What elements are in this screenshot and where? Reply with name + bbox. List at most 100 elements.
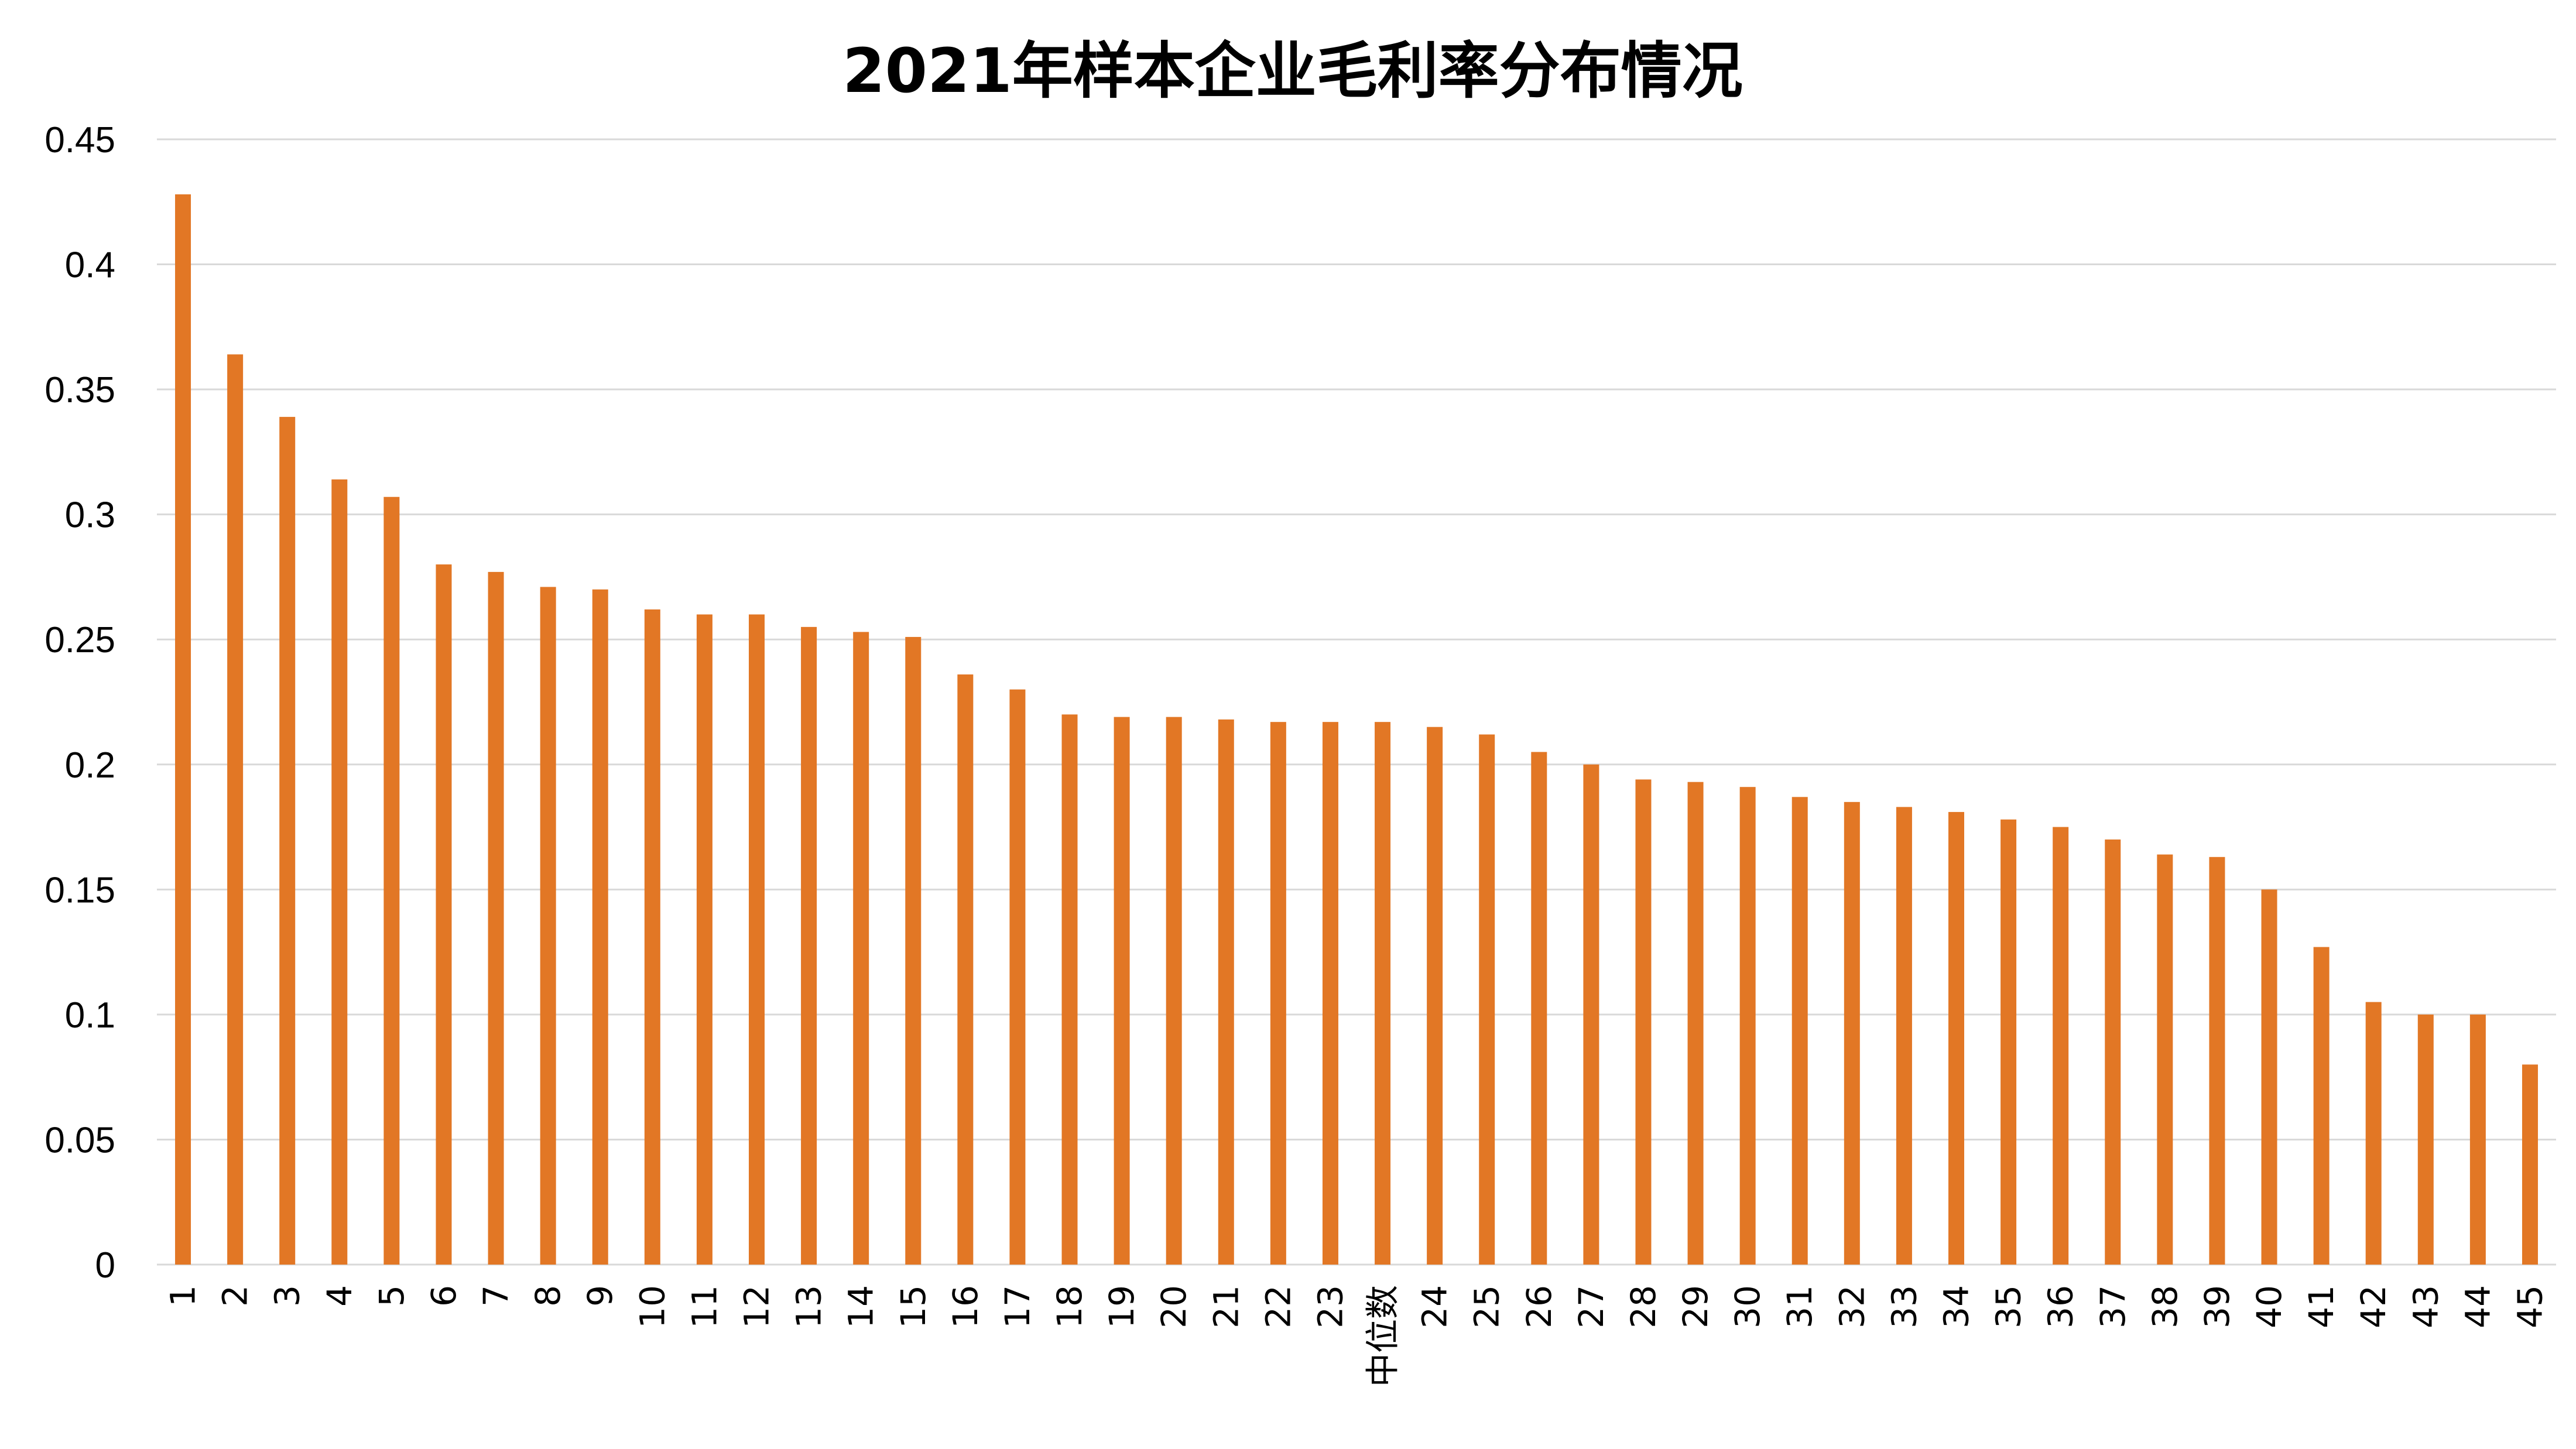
x-tick-label: 10 [632, 1285, 672, 1328]
bar [2000, 819, 2017, 1265]
x-tick-label: 38 [2145, 1285, 2185, 1328]
chart-title: 2021年样本企业毛利率分布情况 [842, 35, 1742, 107]
x-tick-label: 40 [2249, 1285, 2289, 1328]
x-tick-label: 37 [2093, 1285, 2133, 1328]
bar [696, 614, 712, 1265]
bar [1739, 787, 1756, 1265]
x-tick-label: 22 [1258, 1285, 1298, 1328]
y-axis-ticks: 0 0.05 0.1 0.15 0.2 0.25 0.3 0.35 0.4 0.45 [44, 120, 115, 1286]
bar [1009, 689, 1026, 1265]
bar [1635, 779, 1652, 1265]
x-tick-label: 41 [2301, 1285, 2341, 1328]
y-tick-label: 0.05 [44, 1120, 115, 1160]
bar [1479, 734, 1495, 1265]
x-tick-label: 9 [580, 1285, 620, 1307]
x-tick-label: 42 [2354, 1285, 2393, 1328]
x-tick-label: 34 [1937, 1285, 1976, 1328]
x-tick-label: 21 [1206, 1285, 1246, 1328]
x-tick-label: 11 [684, 1285, 724, 1328]
y-tick-label: 0.4 [65, 245, 115, 286]
x-tick-label: 13 [789, 1285, 829, 1328]
x-tick-label: 31 [1780, 1285, 1820, 1328]
x-tick-label: 43 [2406, 1285, 2445, 1328]
bar [1166, 717, 1182, 1265]
x-tick-label: 2 [215, 1285, 255, 1307]
x-tick-label: 20 [1154, 1285, 1194, 1328]
x-tick-label: 27 [1571, 1285, 1611, 1328]
y-tick-label: 0.45 [44, 120, 115, 160]
bar [2522, 1064, 2538, 1265]
x-tick-label: 44 [2458, 1285, 2498, 1328]
bar [2105, 839, 2121, 1265]
bar [2157, 854, 2173, 1265]
bar [1322, 722, 1338, 1265]
x-tick-label: 33 [1884, 1285, 1924, 1328]
x-tick-label: 28 [1623, 1285, 1663, 1328]
gridlines [157, 138, 2556, 1266]
bar [1791, 797, 1808, 1265]
x-tick-label: 4 [320, 1285, 359, 1307]
bar [957, 674, 974, 1265]
y-tick-label: 0.15 [44, 870, 115, 910]
x-tick-label: 中位数 [1363, 1285, 1403, 1387]
x-tick-label: 18 [1050, 1285, 1090, 1328]
bar [1427, 727, 1443, 1265]
bar [905, 636, 922, 1265]
bar [1270, 722, 1286, 1265]
y-tick-label: 0.35 [44, 370, 115, 410]
bar [331, 479, 348, 1265]
bar [1218, 719, 1234, 1265]
x-tick-label: 16 [946, 1285, 985, 1328]
x-tick-label: 5 [372, 1285, 412, 1307]
bar [2365, 1002, 2382, 1265]
x-tick-label: 30 [1728, 1285, 1767, 1328]
bar [540, 587, 556, 1265]
x-tick-label: 39 [2197, 1285, 2237, 1328]
x-tick-label: 8 [528, 1285, 568, 1307]
bar [2313, 947, 2330, 1265]
bar [644, 609, 660, 1265]
y-tick-label: 0.2 [65, 745, 115, 786]
bar [436, 564, 452, 1265]
x-tick-label: 32 [1832, 1285, 1872, 1328]
bar [1061, 714, 1078, 1265]
x-tick-label: 12 [737, 1285, 777, 1328]
bar [1896, 807, 1912, 1265]
bar [592, 589, 608, 1265]
bar [2209, 857, 2225, 1265]
x-tick-label: 24 [1415, 1285, 1455, 1328]
bar [2469, 1014, 2486, 1265]
x-tick-label: 3 [268, 1285, 307, 1307]
y-tick-label: 0 [95, 1245, 115, 1286]
x-tick-label: 29 [1676, 1285, 1715, 1328]
x-tick-label: 45 [2510, 1285, 2550, 1328]
x-tick-label: 23 [1310, 1285, 1350, 1328]
bar [2261, 889, 2277, 1265]
bar [279, 417, 296, 1265]
x-tick-label: 7 [476, 1285, 516, 1307]
x-tick-label: 6 [424, 1285, 464, 1307]
bar [749, 614, 765, 1265]
bar [1531, 752, 1547, 1265]
bar [2053, 827, 2069, 1265]
bar [853, 632, 869, 1265]
bar [1844, 801, 1860, 1265]
bar [1583, 764, 1599, 1265]
bar [383, 496, 400, 1265]
x-tick-label: 25 [1467, 1285, 1507, 1328]
x-tick-label: 17 [998, 1285, 1037, 1328]
x-tick-label: 35 [1989, 1285, 2029, 1328]
x-tick-label: 19 [1102, 1285, 1142, 1328]
bar [2417, 1014, 2434, 1265]
y-tick-label: 0.25 [44, 620, 115, 660]
bar [227, 354, 244, 1265]
bar [1948, 811, 1964, 1265]
x-tick-label: 36 [2041, 1285, 2081, 1328]
bar [488, 571, 504, 1265]
x-tick-label: 26 [1519, 1285, 1559, 1328]
bar [1687, 782, 1704, 1265]
y-tick-label: 0.3 [65, 495, 115, 536]
x-axis-ticks: 1 2 3 4 5 6 7 8 9 10 11 12 13 14 15 16 17 18 19 20 21 22 23 中位数… [163, 1285, 2550, 1387]
bars [175, 194, 2538, 1265]
